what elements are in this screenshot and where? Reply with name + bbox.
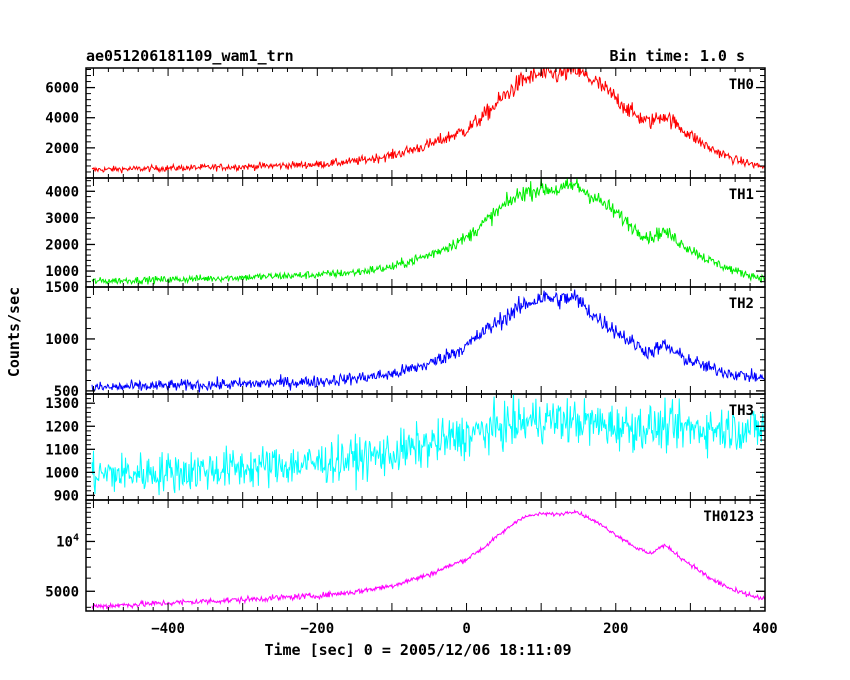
- chart-title: ae051206181109_wam1_trn: [86, 47, 294, 65]
- panel-name-label: TH0: [729, 77, 754, 93]
- panel-th2: 500 1000 1500 TH2: [45, 280, 766, 400]
- panel-name-label: TH2: [729, 296, 754, 312]
- y-tick-label: 1500: [45, 280, 79, 296]
- panel-name-label: TH0123: [703, 509, 754, 525]
- y-tick-label: 1000: [45, 264, 79, 280]
- series-th2: [91, 289, 765, 393]
- series-th1: [91, 178, 765, 286]
- y-tick-label: 4000: [45, 111, 79, 127]
- panel-frame: [85, 393, 766, 501]
- y-tick-label: 1300: [45, 396, 79, 412]
- x-tick-label: −200: [300, 621, 334, 637]
- y-tick-label: 2000: [45, 237, 79, 253]
- panel-th0: 2000 4000 6000 TH0: [45, 67, 766, 179]
- series-th0: [91, 68, 765, 174]
- x-axis: −400 −200 0 200 400: [151, 621, 777, 637]
- y-tick-label: 1100: [45, 442, 79, 458]
- y-tick-label: 104: [56, 532, 79, 550]
- x-tick-label: −400: [151, 621, 185, 637]
- panel-name-label: TH1: [729, 187, 754, 203]
- panel-frame: [85, 499, 766, 612]
- x-tick-label: 0: [462, 621, 470, 637]
- y-tick-label: 1200: [45, 419, 79, 435]
- panel-th1: 1000 2000 3000 4000 TH1: [45, 177, 766, 288]
- y-tick-label: 1000: [45, 332, 79, 348]
- y-tick-label: 500: [54, 384, 79, 400]
- panel-frame: [85, 286, 766, 395]
- panel-name-label: TH3: [729, 403, 754, 419]
- panel-th0123: 5000 104 TH0123: [45, 499, 766, 612]
- y-tick-label: 4000: [45, 184, 79, 200]
- x-axis-label: Time [sec] 0 = 2005/12/06 18:11:09: [264, 641, 571, 659]
- y-tick-label: 6000: [45, 81, 79, 97]
- y-tick-label: 2000: [45, 141, 79, 157]
- x-tick-label: 400: [752, 621, 777, 637]
- series-th3: [91, 394, 765, 496]
- y-tick-label: 3000: [45, 211, 79, 227]
- x-tick-label: 200: [603, 621, 628, 637]
- y-tick-label: 1000: [45, 465, 79, 481]
- panel-th3: 900 1000 1100 1200 1300 TH3: [45, 393, 766, 504]
- y-axis-label: Counts/sec: [5, 287, 23, 377]
- panel-frame: [85, 177, 766, 288]
- y-tick-label: 900: [54, 488, 79, 504]
- panels: 2000 4000 6000 TH0 1000 2000 3000 4000 TH1 500 100…: [45, 67, 766, 612]
- bin-time-label: Bin time: 1.0 s: [610, 47, 745, 65]
- series-th0123: [91, 509, 765, 611]
- panel-frame: [85, 67, 766, 179]
- y-tick-label: 5000: [45, 584, 79, 600]
